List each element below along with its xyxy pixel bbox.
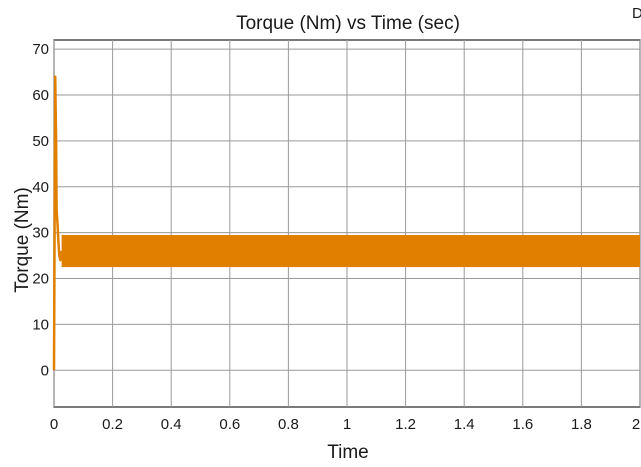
x-tick-label: 0.6: [219, 416, 240, 433]
y-tick-label: 60: [32, 87, 49, 104]
y-tick-labels: 0 10 20 30 40 50 60 70: [32, 41, 49, 379]
x-tick-labels: 0 0.2 0.4 0.6 0.8 1 1.2 1.4 1.6 1.8 2: [50, 416, 640, 433]
x-tick-label: 0.8: [278, 416, 299, 433]
stray-mark: D: [632, 5, 641, 22]
y-tick-label: 0: [41, 362, 49, 379]
y-tick-label: 30: [32, 225, 49, 242]
y-tick-label: 50: [32, 133, 49, 150]
x-tick-label: 1.8: [571, 416, 592, 433]
x-tick-label: 1: [343, 416, 351, 433]
y-axis-label: Torque (Nm): [12, 187, 33, 293]
torque-steady-state-band: [61, 234, 641, 268]
y-tick-label: 70: [32, 41, 49, 58]
x-tick-label: 0: [50, 416, 58, 433]
x-tick-label: 0.2: [102, 416, 123, 433]
y-tick-label: 20: [32, 271, 49, 288]
x-tick-label: 2: [632, 416, 640, 433]
x-tick-label: 1.4: [454, 416, 475, 433]
series-layer: [52, 75, 641, 371]
torque-transient-line: [52, 75, 63, 371]
y-tick-label: 10: [32, 316, 49, 333]
x-tick-label: 0.4: [161, 416, 182, 433]
y-tick-label: 40: [32, 179, 49, 196]
chart-title: Torque (Nm) vs Time (sec): [236, 13, 460, 34]
x-tick-label: 1.2: [395, 416, 416, 433]
x-axis-label: Time: [327, 442, 369, 463]
x-tick-label: 1.6: [512, 416, 533, 433]
